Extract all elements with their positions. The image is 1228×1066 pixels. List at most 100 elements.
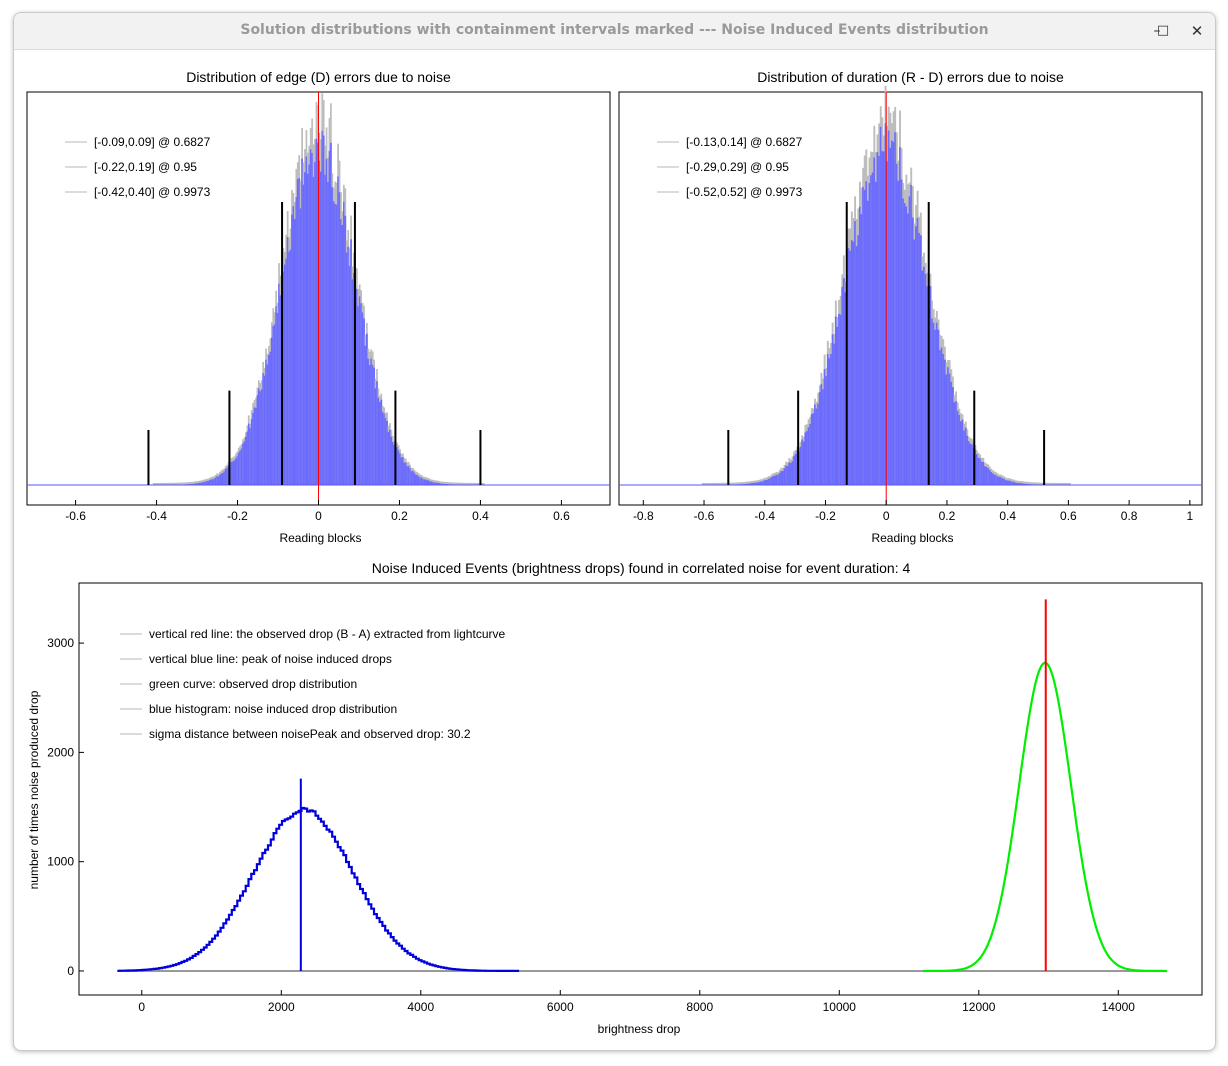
histogram-bar — [279, 295, 282, 485]
histogram-bar — [295, 197, 298, 485]
histogram-outline-bar — [188, 482, 191, 485]
histogram-bar — [296, 179, 299, 485]
histogram-bar — [410, 471, 413, 485]
histogram-bar — [854, 221, 857, 485]
histogram-bar — [200, 482, 203, 485]
histogram-outline-bar — [161, 482, 164, 485]
histogram-bar — [791, 461, 794, 485]
minimize-button[interactable]: – — [1153, 23, 1161, 39]
histogram-bar — [390, 436, 393, 485]
histogram-bar — [423, 479, 426, 485]
histogram-bar — [749, 483, 752, 485]
histogram-bar — [370, 358, 373, 485]
histogram-bar — [1011, 481, 1014, 485]
histogram-bar — [327, 181, 329, 485]
chart-title: Distribution of duration (R - D) errors … — [757, 69, 1064, 85]
histogram-bar — [445, 483, 448, 485]
histogram-outline-bar — [1064, 482, 1067, 485]
histogram-bar — [358, 296, 361, 485]
x-tick-label: 10000 — [823, 1000, 857, 1014]
histogram-outline-bar — [468, 482, 471, 485]
histogram-bar — [298, 178, 301, 486]
histogram-bar — [870, 175, 873, 485]
legend-label: [-0.52,0.52] @ 0.9973 — [686, 185, 803, 199]
x-tick-label: 1 — [1187, 509, 1194, 523]
histogram-outline-bar — [440, 481, 443, 485]
histogram-bar — [759, 481, 762, 485]
x-tick-label: 0.6 — [553, 509, 570, 523]
histogram-bar — [276, 312, 279, 485]
histogram-bar — [325, 158, 328, 485]
histogram-bar — [950, 381, 953, 485]
title-bar: Solution distributions with containment … — [14, 13, 1215, 50]
histogram-bar — [420, 477, 423, 485]
maximize-button[interactable]: □ — [1156, 23, 1170, 38]
legend-label: vertical red line: the observed drop (B … — [149, 627, 505, 641]
histogram-bar — [322, 135, 325, 485]
histogram-bar — [977, 457, 980, 485]
histogram-bar — [242, 443, 244, 485]
histogram-bar — [397, 450, 400, 485]
histogram-bar — [252, 412, 254, 485]
histogram-bar — [889, 147, 892, 485]
histogram-bar — [931, 318, 934, 485]
edge-error-chart: Distribution of edge (D) errors due to n… — [26, 69, 611, 545]
histogram-bar — [355, 288, 358, 485]
histogram-bar — [998, 476, 1001, 485]
histogram-bar — [259, 391, 262, 485]
histogram-outline-bar — [1041, 482, 1044, 485]
histogram-bar — [260, 389, 263, 485]
histogram-outline-bar — [1035, 482, 1038, 485]
histogram-bar — [319, 171, 322, 485]
histogram-bar — [847, 248, 850, 485]
histogram-outline-bar — [167, 482, 169, 485]
histogram-bar — [1006, 480, 1009, 485]
histogram-bar — [236, 456, 239, 485]
histogram-bar — [858, 206, 861, 485]
histogram-bar — [360, 303, 363, 485]
histogram-bar — [213, 478, 216, 485]
histogram-outline-bar — [456, 482, 459, 485]
histogram-bar — [863, 189, 866, 485]
histogram-outline-bar — [190, 481, 193, 485]
histogram-outline-bar — [481, 482, 484, 485]
histogram-bar — [272, 325, 275, 485]
histogram-outline-bar — [743, 482, 746, 485]
histogram-outline-bar — [160, 482, 162, 485]
histogram-bar — [745, 483, 748, 485]
histogram-bar — [934, 329, 937, 485]
histogram-bar — [932, 322, 935, 485]
histogram-outline-bar — [451, 482, 453, 485]
histogram-bar — [1001, 478, 1004, 485]
histogram-bar — [966, 435, 969, 485]
histogram-outline-bar — [705, 482, 707, 485]
histogram-outline-bar — [154, 482, 157, 485]
histogram-bar — [350, 239, 352, 485]
x-tick-label: 0.4 — [472, 509, 489, 523]
histogram-outline-bar — [1052, 482, 1055, 485]
histogram-bar — [406, 466, 409, 485]
histogram-bar — [764, 480, 767, 485]
chart-title: Distribution of edge (D) errors due to n… — [186, 69, 451, 85]
histogram-bar — [1024, 483, 1026, 485]
x-tick-label: 4000 — [407, 1000, 434, 1014]
histogram-outline-bar — [748, 481, 751, 485]
x-tick-label: 0.8 — [1121, 509, 1138, 523]
x-axis-label: Reading blocks — [871, 531, 953, 545]
x-tick-label: -0.2 — [815, 509, 836, 523]
histogram-bar — [286, 237, 289, 485]
histogram-bar — [433, 482, 436, 485]
histogram-bar — [762, 480, 765, 485]
histogram-bar — [777, 474, 780, 485]
histogram-bar — [865, 181, 868, 485]
close-button[interactable]: ✕ — [1190, 22, 1204, 40]
histogram-outline-bar — [469, 482, 472, 485]
histogram-bar — [825, 376, 828, 485]
histogram-bar — [282, 271, 285, 485]
histogram-bar — [415, 474, 417, 485]
histogram-outline-bar — [1028, 482, 1031, 485]
histogram-bar — [429, 481, 432, 485]
histogram-bar — [1004, 480, 1007, 485]
histogram-bar — [908, 196, 911, 485]
histogram-outline-bar — [729, 482, 731, 485]
